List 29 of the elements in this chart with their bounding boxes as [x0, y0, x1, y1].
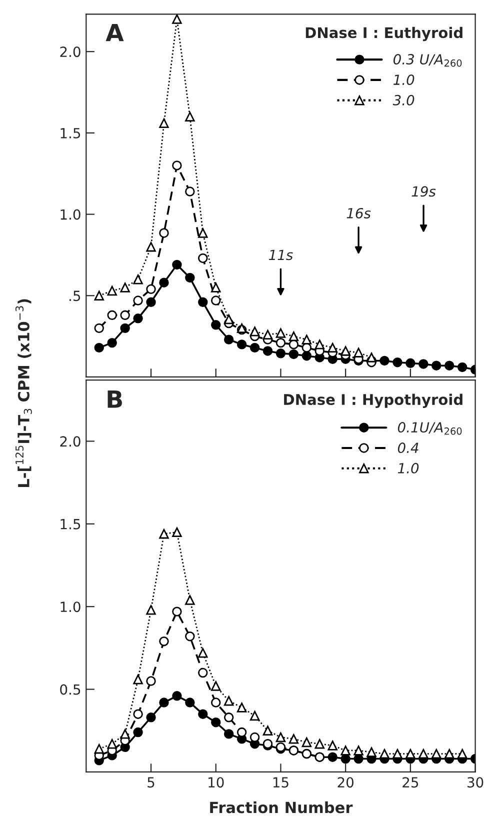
legend-label: 3.0	[392, 94, 414, 106]
y-tick-label: 1.0	[60, 209, 80, 220]
legend-label: 0.4	[398, 442, 418, 454]
legend-label: 0.3 U/A$_{260}$	[393, 54, 462, 67]
annotation: A	[106, 24, 124, 42]
annotation: 19s	[412, 186, 436, 197]
y-tick-label: 2.0	[60, 46, 80, 58]
x-tick-label: 15	[273, 777, 288, 788]
y-tick-label: 1.5	[60, 519, 80, 530]
annotation: B	[108, 390, 122, 408]
y-tick-label: .5	[70, 290, 80, 302]
text: DNase I : Euthyroid	[306, 26, 462, 42]
legend-label: 1.0	[398, 462, 419, 474]
legend-label: 0.1U/A$_{260}$	[398, 422, 462, 435]
x-tick-label: 30	[468, 777, 484, 788]
y-tick-label: 1.5	[60, 128, 80, 138]
y-tick-label: 1.0	[60, 602, 80, 612]
y-axis-title: L-[$^{125}$I]-T$_{3}$ CPM (x10$^{−3}$)	[15, 299, 32, 487]
x-tick-label: 20	[338, 777, 354, 788]
y-tick-label: 2.0	[60, 436, 80, 447]
x-tick-label: 25	[402, 777, 418, 788]
text: DNase I : Hypothyroid	[284, 394, 462, 408]
y-tick-label: 0.5	[60, 684, 80, 695]
legend-label: 1.0	[393, 74, 414, 86]
x-tick-label: 5	[148, 777, 154, 788]
x-tick-label: 10	[208, 777, 224, 788]
x-axis-title: Fraction Number	[210, 801, 353, 814]
annotation: 11s	[268, 250, 293, 260]
annotation: 16s	[346, 208, 371, 218]
